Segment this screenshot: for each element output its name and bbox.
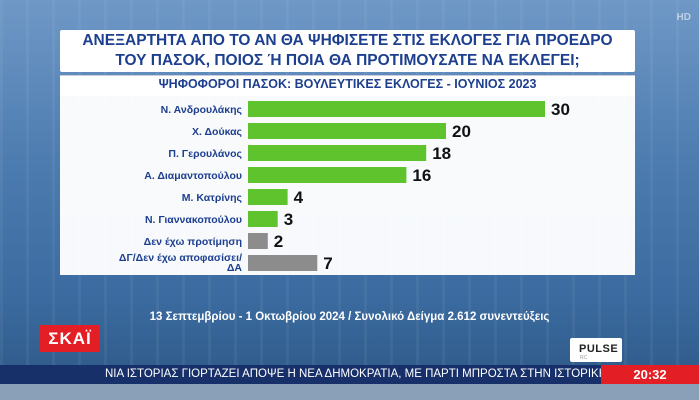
question-title: ΑΝΕΞΑΡΤΗΤΑ ΑΠΟ ΤΟ ΑΝ ΘΑ ΨΗΦΙΣΕΤΕ ΣΤΙΣ ΕΚ… <box>82 32 613 69</box>
ticker-text: ΝΙΑ ΙΣΤΟΡΙΑΣ ΓΙΟΡΤΑΖΕΙ ΑΠΟΨΕ Η ΝΕΑ ΔΗΜΟΚ… <box>105 368 601 380</box>
category-label: Μ. Κατρίνης <box>182 192 243 204</box>
sample-footnote: 13 Σεπτεμβρίου - 1 Οκτωβρίου 2024 / Συνο… <box>149 311 550 323</box>
hd-watermark: HD <box>676 12 691 23</box>
pollster-name: PULSE <box>579 343 619 355</box>
chart-subtitle: ΨΗΦΟΦΟΡΟΙ ΠΑΣΟΚ: ΒΟΥΛΕΥΤΙΚΕΣ ΕΚΛΟΓΕΣ - Ι… <box>158 77 537 91</box>
value-label: 30 <box>551 100 570 119</box>
news-ticker: ΝΙΑ ΙΣΤΟΡΙΑΣ ΓΙΟΡΤΑΖΕΙ ΑΠΟΨΕ Η ΝΕΑ ΔΗΜΟΚ… <box>0 365 601 384</box>
value-label: 2 <box>274 232 283 251</box>
bottom-strip <box>0 384 699 400</box>
value-label: 4 <box>294 188 304 207</box>
value-label: 16 <box>412 166 431 185</box>
bar <box>248 255 318 271</box>
bar <box>248 233 268 249</box>
category-label: Α. Διαμαντοπούλου <box>144 170 242 182</box>
bar <box>248 123 446 139</box>
subtitle-banner <box>60 75 635 96</box>
bar <box>248 189 288 205</box>
pollster-logo <box>570 338 622 362</box>
category-label: Ν. Γιαννακοπούλου <box>145 214 242 226</box>
category-label: Δεν έχω προτίμηση <box>144 236 242 248</box>
category-label: ΔΓ/Δεν έχω αποφασίσει/ΔΑ <box>119 252 243 274</box>
bar <box>248 101 545 117</box>
bar-chart: Ν. Ανδρουλάκης 30 Χ. Δούκας 20 Π. Γερουλάνος… <box>119 100 570 274</box>
value-label: 3 <box>284 210 293 229</box>
bar <box>248 167 407 183</box>
bar <box>248 211 278 227</box>
question-banner <box>60 30 635 72</box>
category-label: Π. Γερουλάνος <box>168 148 242 160</box>
value-label: 18 <box>432 144 451 163</box>
value-label: 20 <box>452 122 471 141</box>
category-label: Ν. Ανδρουλάκης <box>161 104 243 116</box>
value-label: 7 <box>323 254 332 273</box>
channel-logo: ΣΚΑΪ <box>40 325 100 352</box>
broadcast-clock: 20:32 <box>601 365 699 384</box>
category-label: Χ. Δούκας <box>192 126 242 138</box>
pollster-subtext: RC <box>580 355 588 361</box>
bar <box>248 145 427 161</box>
